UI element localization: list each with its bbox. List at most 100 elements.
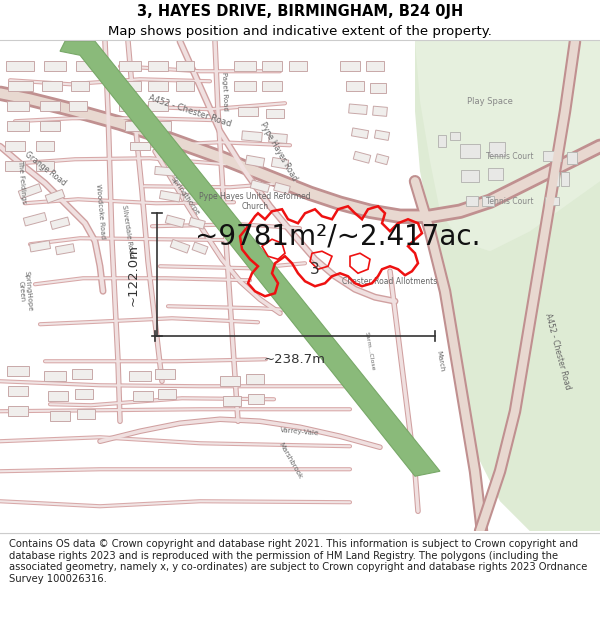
Bar — [75, 389, 93, 399]
Bar — [119, 101, 141, 111]
Bar — [44, 61, 66, 71]
Bar — [170, 239, 190, 253]
Bar — [158, 389, 176, 399]
Bar — [155, 166, 175, 176]
Bar — [5, 141, 25, 151]
Bar — [148, 81, 168, 91]
Bar — [133, 391, 153, 401]
Text: A452 - Chester Road: A452 - Chester Road — [544, 312, 572, 391]
Bar — [234, 81, 256, 91]
Bar — [69, 101, 87, 111]
Bar — [269, 133, 287, 144]
Bar — [250, 180, 270, 192]
Bar — [346, 81, 364, 91]
Bar — [489, 142, 505, 156]
Bar — [7, 101, 29, 111]
Bar — [262, 61, 282, 71]
Bar — [18, 184, 42, 199]
Bar — [192, 242, 208, 254]
Text: Contains OS data © Crown copyright and database right 2021. This information is : Contains OS data © Crown copyright and d… — [9, 539, 587, 584]
Text: Springthorpe: Springthorpe — [169, 176, 200, 217]
Bar — [245, 155, 265, 168]
Text: ~9781m²/~2.417ac.: ~9781m²/~2.417ac. — [195, 222, 481, 250]
Polygon shape — [415, 41, 600, 531]
Text: 3: 3 — [310, 262, 320, 277]
Bar — [8, 386, 28, 396]
Bar — [125, 121, 145, 131]
Bar — [460, 144, 480, 158]
Text: March: March — [435, 350, 445, 372]
Text: Grange Road: Grange Road — [23, 151, 67, 188]
Bar — [48, 391, 68, 401]
Bar — [165, 215, 185, 227]
Bar — [248, 394, 264, 404]
Bar — [23, 213, 47, 226]
Bar — [262, 81, 282, 91]
Bar — [238, 107, 258, 116]
Text: The Feldings: The Feldings — [17, 159, 27, 203]
Bar — [77, 409, 95, 419]
Text: A452 - Chester Road: A452 - Chester Road — [148, 94, 232, 129]
Bar — [119, 81, 141, 91]
Text: Pype Hayes United Reformed
Church: Pype Hayes United Reformed Church — [199, 191, 311, 211]
Bar — [340, 61, 360, 71]
Bar — [5, 161, 25, 171]
Text: ~122.0m: ~122.0m — [127, 244, 140, 306]
Bar — [155, 369, 175, 379]
Bar — [234, 61, 256, 71]
Bar — [7, 121, 29, 131]
Bar — [373, 106, 388, 116]
Bar — [7, 366, 29, 376]
Bar — [223, 396, 241, 406]
Bar — [438, 135, 446, 148]
Bar — [266, 109, 284, 118]
Bar — [44, 371, 66, 381]
Bar — [274, 182, 290, 194]
Bar — [130, 142, 150, 150]
Text: Play Space: Play Space — [467, 97, 513, 106]
Bar — [353, 151, 371, 163]
Text: Tennis Court: Tennis Court — [486, 197, 534, 206]
Text: ~238.7m: ~238.7m — [264, 353, 326, 366]
Bar — [487, 168, 503, 180]
Bar — [189, 217, 205, 229]
Bar — [370, 83, 386, 93]
Text: Varrey-Vale: Varrey-Vale — [280, 426, 320, 436]
Polygon shape — [60, 41, 440, 476]
Text: Pype Hayes Road: Pype Hayes Road — [257, 121, 298, 182]
Text: SpringHope
Green: SpringHope Green — [17, 271, 33, 312]
Text: Paget Road: Paget Road — [221, 72, 229, 111]
Bar — [289, 61, 307, 71]
Bar — [129, 371, 151, 381]
Bar — [567, 152, 577, 164]
Bar — [466, 196, 478, 206]
Bar — [36, 141, 54, 151]
Text: Map shows position and indicative extent of the property.: Map shows position and indicative extent… — [108, 25, 492, 38]
Text: Sarm...Close: Sarm...Close — [364, 331, 376, 371]
Bar — [40, 121, 60, 131]
Text: Silverdale Road: Silverdale Road — [121, 204, 135, 258]
Bar — [450, 132, 460, 140]
Bar — [119, 61, 141, 71]
Bar — [45, 189, 65, 203]
Text: Chester Road Allotments: Chester Road Allotments — [343, 277, 437, 286]
Bar — [55, 244, 74, 255]
Bar — [461, 170, 479, 182]
Bar — [176, 61, 194, 71]
Bar — [271, 158, 289, 169]
Bar — [40, 101, 60, 111]
Bar — [7, 81, 32, 91]
Bar — [184, 193, 200, 204]
Polygon shape — [350, 41, 600, 251]
Bar — [157, 142, 173, 150]
Bar — [366, 61, 384, 71]
Bar — [352, 128, 368, 139]
Text: Marshbrook: Marshbrook — [277, 442, 303, 481]
Bar — [50, 411, 70, 421]
Bar — [220, 376, 240, 386]
Bar — [375, 154, 389, 164]
Bar — [545, 198, 559, 205]
Bar — [29, 241, 50, 252]
Bar — [8, 406, 28, 416]
Bar — [71, 81, 89, 91]
